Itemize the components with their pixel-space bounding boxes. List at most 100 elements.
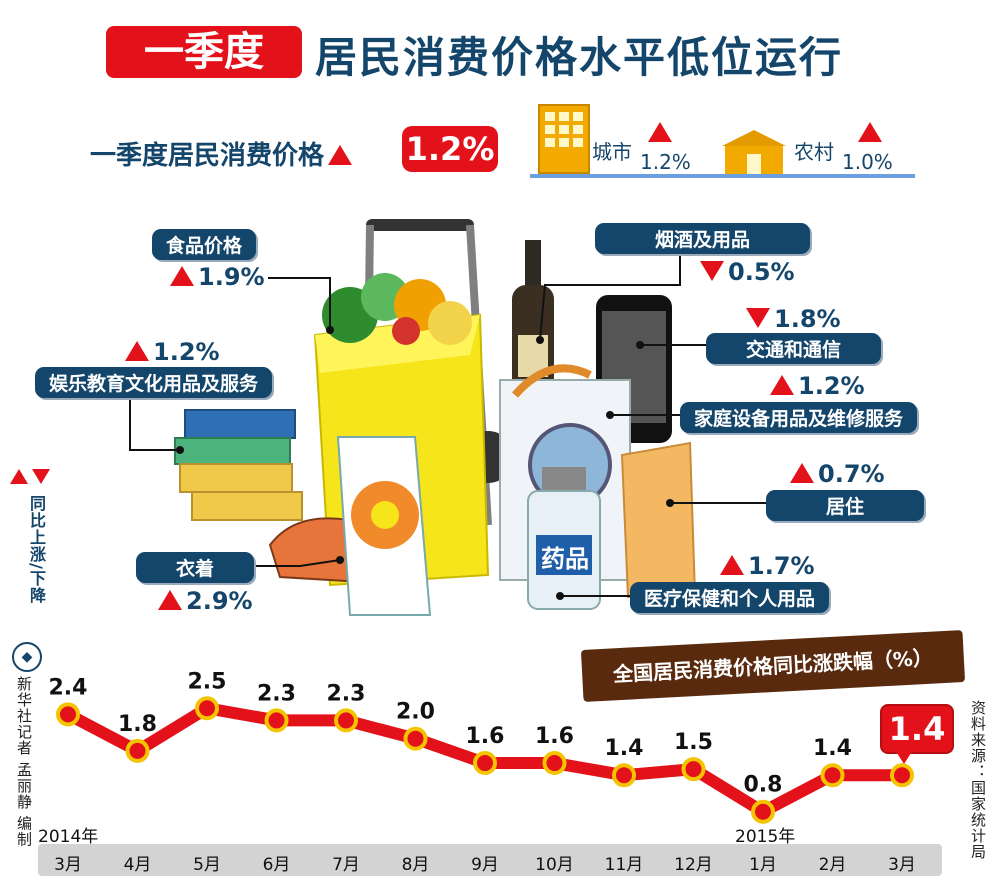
up-arrow-icon <box>125 341 149 361</box>
data-label: 1.4 <box>605 736 644 761</box>
data-label: 1.4 <box>813 736 852 761</box>
data-point <box>612 763 636 788</box>
xinhua-logo: ◆ <box>12 642 42 672</box>
x-tick-label: 5月 <box>193 855 221 875</box>
data-label: 2.5 <box>188 669 227 694</box>
category-medical-change: 1.7% <box>720 552 815 580</box>
x-tick-label: 8月 <box>401 855 430 875</box>
summary-underline <box>530 174 915 178</box>
category-transport: 交通和通信 <box>706 333 882 364</box>
rural-house-icon <box>722 130 786 174</box>
x-tick-label: 2月 <box>818 855 847 875</box>
category-entertainment-change: 1.2% <box>125 338 220 366</box>
data-label: 1.5 <box>674 730 713 755</box>
data-point <box>890 763 914 788</box>
category-transport-change: 1.8% <box>746 305 841 333</box>
category-food-value: 1.9% <box>198 263 265 291</box>
city-value: 1.2% <box>640 150 691 174</box>
data-label: 2.3 <box>257 681 296 706</box>
x-tick-label: 4月 <box>123 855 152 875</box>
category-household-change: 1.2% <box>770 372 865 400</box>
data-point <box>264 708 289 733</box>
data-label: 2.0 <box>396 700 435 725</box>
source-credit: 资料来源：国家统计局 <box>969 700 987 860</box>
down-arrow-icon <box>700 261 724 281</box>
legend-arrows <box>10 468 54 487</box>
category-medical-value: 1.7% <box>748 552 815 580</box>
year-label-2015: 2015年 <box>735 827 796 847</box>
down-arrow-icon <box>32 469 50 484</box>
x-tick-label: 3月 <box>888 855 916 875</box>
callout-pointer <box>895 750 913 764</box>
category-entertainment: 娱乐教育文化用品及服务 <box>35 367 273 398</box>
data-point <box>403 726 428 751</box>
data-label: 1.6 <box>535 724 574 749</box>
data-point <box>125 738 150 763</box>
category-entertainment-value: 1.2% <box>153 338 220 366</box>
x-tick-label: 3月 <box>54 855 82 875</box>
category-clothing-value: 2.9% <box>186 587 253 615</box>
category-household: 家庭设备用品及维修服务 <box>680 402 918 433</box>
data-point <box>195 696 219 721</box>
summary-label: 一季度居民消费价格 <box>90 135 356 172</box>
up-arrow-icon <box>10 469 28 484</box>
city-label: 城市 <box>592 140 632 164</box>
category-housing: 居住 <box>766 490 925 521</box>
category-clothing-change: 2.9% <box>158 587 253 615</box>
data-point <box>751 799 775 824</box>
category-housing-change: 0.7% <box>790 460 885 488</box>
up-arrow-icon <box>720 555 744 575</box>
city-up-arrow-icon <box>648 122 676 145</box>
data-point <box>334 708 358 733</box>
data-label: 2.3 <box>327 681 366 706</box>
city-building-icon <box>538 104 590 174</box>
category-household-value: 1.2% <box>798 372 865 400</box>
summary-label-text: 一季度居民消费价格 <box>90 141 325 171</box>
latest-value: 1.4 <box>888 710 946 748</box>
data-point <box>542 751 567 776</box>
medicine-label: 药品 <box>541 545 589 573</box>
x-tick-label: 7月 <box>332 855 360 875</box>
up-arrow-icon <box>790 463 814 483</box>
latest-value-callout: 1.4 <box>880 704 954 754</box>
category-clothing: 衣着 <box>136 552 255 583</box>
legend-text: 同比上涨/下降 <box>27 495 46 604</box>
down-arrow-icon <box>746 308 770 328</box>
rural-up-arrow-icon <box>858 122 886 145</box>
x-tick-label: 6月 <box>262 855 291 875</box>
data-label: 2.4 <box>49 675 88 700</box>
data-point <box>473 751 497 776</box>
data-label: 1.8 <box>118 712 157 737</box>
rural-label: 农村 <box>794 140 834 164</box>
category-housing-value: 0.7% <box>818 460 885 488</box>
page-title: 居民消费价格水平低位运行 <box>315 33 844 82</box>
category-tobacco-value: 0.5% <box>728 258 795 286</box>
x-axis-bar <box>38 844 942 876</box>
title-tag: 一季度 <box>106 26 302 78</box>
data-point <box>681 757 706 782</box>
up-arrow-icon <box>770 375 794 395</box>
category-tobacco-change: 0.5% <box>700 258 795 286</box>
category-transport-value: 1.8% <box>774 305 841 333</box>
category-tobacco: 烟酒及用品 <box>595 223 811 254</box>
up-arrow-icon <box>328 145 353 165</box>
data-point <box>820 763 845 788</box>
x-tick-label: 9月 <box>471 855 499 875</box>
x-tick-label: 10月 <box>535 855 574 875</box>
up-arrow-icon <box>158 590 182 610</box>
data-point <box>56 702 80 727</box>
category-food-change: 1.9% <box>170 263 265 291</box>
author-credit: 新华社记者 孟丽静 编制 <box>15 676 33 848</box>
year-label-2014: 2014年 <box>38 827 99 847</box>
x-tick-label: 11月 <box>604 855 644 875</box>
data-label: 0.8 <box>744 773 783 798</box>
x-tick-label: 1月 <box>749 855 777 875</box>
category-medical: 医疗保健和个人用品 <box>630 582 830 613</box>
category-food: 食品价格 <box>152 229 257 260</box>
x-tick-label: 12月 <box>674 855 713 875</box>
data-label: 1.6 <box>466 724 505 749</box>
rural-value: 1.0% <box>842 150 893 174</box>
summary-value: 1.2% <box>402 126 498 172</box>
